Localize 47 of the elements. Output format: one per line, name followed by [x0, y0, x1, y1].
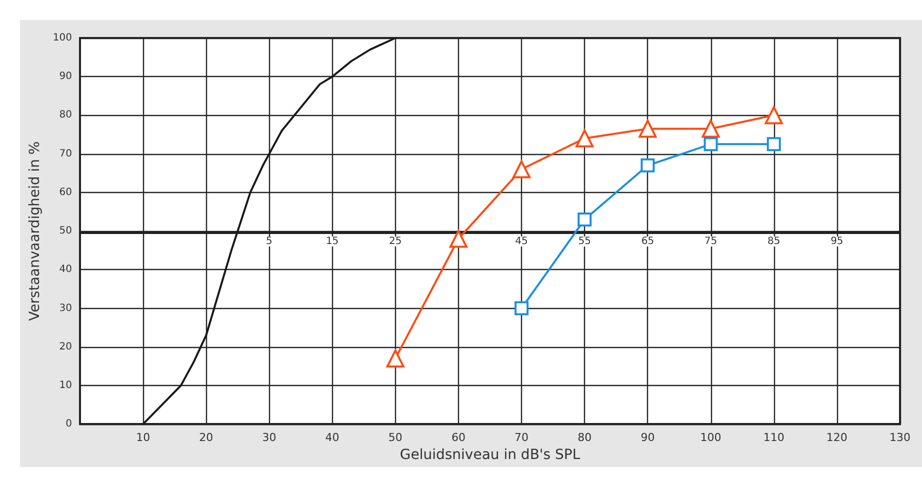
point — [766, 137, 781, 152]
x-tick-label: 20 — [199, 431, 214, 444]
x2-tick-label: 55 — [578, 236, 591, 247]
x-tick-label: 120 — [826, 431, 848, 444]
y-tick-label: 0 — [66, 418, 72, 430]
point — [702, 120, 720, 138]
x-tick-label: 30 — [262, 431, 276, 444]
y-tick-label: 70 — [59, 148, 72, 160]
x-tick-label: 40 — [325, 431, 340, 444]
x2-tick-label: 75 — [704, 236, 718, 247]
x-tick-label: 100 — [700, 431, 722, 444]
y-tick-label: 60 — [59, 186, 72, 198]
x2-tick-label: 45 — [515, 236, 528, 247]
point — [514, 301, 529, 316]
point — [449, 230, 468, 248]
point — [512, 160, 531, 178]
y-axis-title: Verstaanvaardigheid in % — [27, 141, 44, 321]
y-tick-label: 90 — [59, 71, 72, 82]
x-tick-label: 90 — [640, 431, 655, 444]
y-tick-label: 100 — [52, 32, 72, 44]
point — [638, 120, 657, 138]
y-tick-label: 20 — [59, 341, 72, 352]
x-tick-label: 50 — [388, 431, 402, 444]
x2-tick-label: 15 — [326, 236, 339, 247]
x-tick-label: 60 — [451, 431, 466, 444]
point — [764, 106, 783, 124]
point — [578, 212, 592, 226]
point — [576, 129, 594, 148]
x-tick-label: 10 — [136, 431, 150, 444]
x-tick-label: 130 — [890, 431, 910, 444]
x2-tick-label: 95 — [830, 236, 844, 247]
x-tick-label: 80 — [578, 431, 592, 444]
x-tick-label: 70 — [514, 431, 529, 444]
point — [386, 349, 404, 368]
y-tick-label: 40 — [59, 264, 72, 276]
x-tick-label: 110 — [763, 431, 784, 444]
y-tick-label: 30 — [59, 302, 72, 314]
x2-tick-label: 25 — [389, 236, 402, 247]
y-tick-label: 80 — [59, 110, 72, 121]
y-tick-label: 50 — [59, 226, 72, 237]
point — [704, 137, 718, 152]
point — [640, 158, 655, 172]
x-axis-title: Geluidsniveau in dB's SPL — [400, 447, 580, 463]
y-tick-label: 10 — [59, 380, 72, 391]
x2-tick-label: 65 — [641, 236, 654, 247]
x2-tick-label: 85 — [767, 236, 780, 247]
x2-tick-label: 5 — [266, 236, 272, 247]
